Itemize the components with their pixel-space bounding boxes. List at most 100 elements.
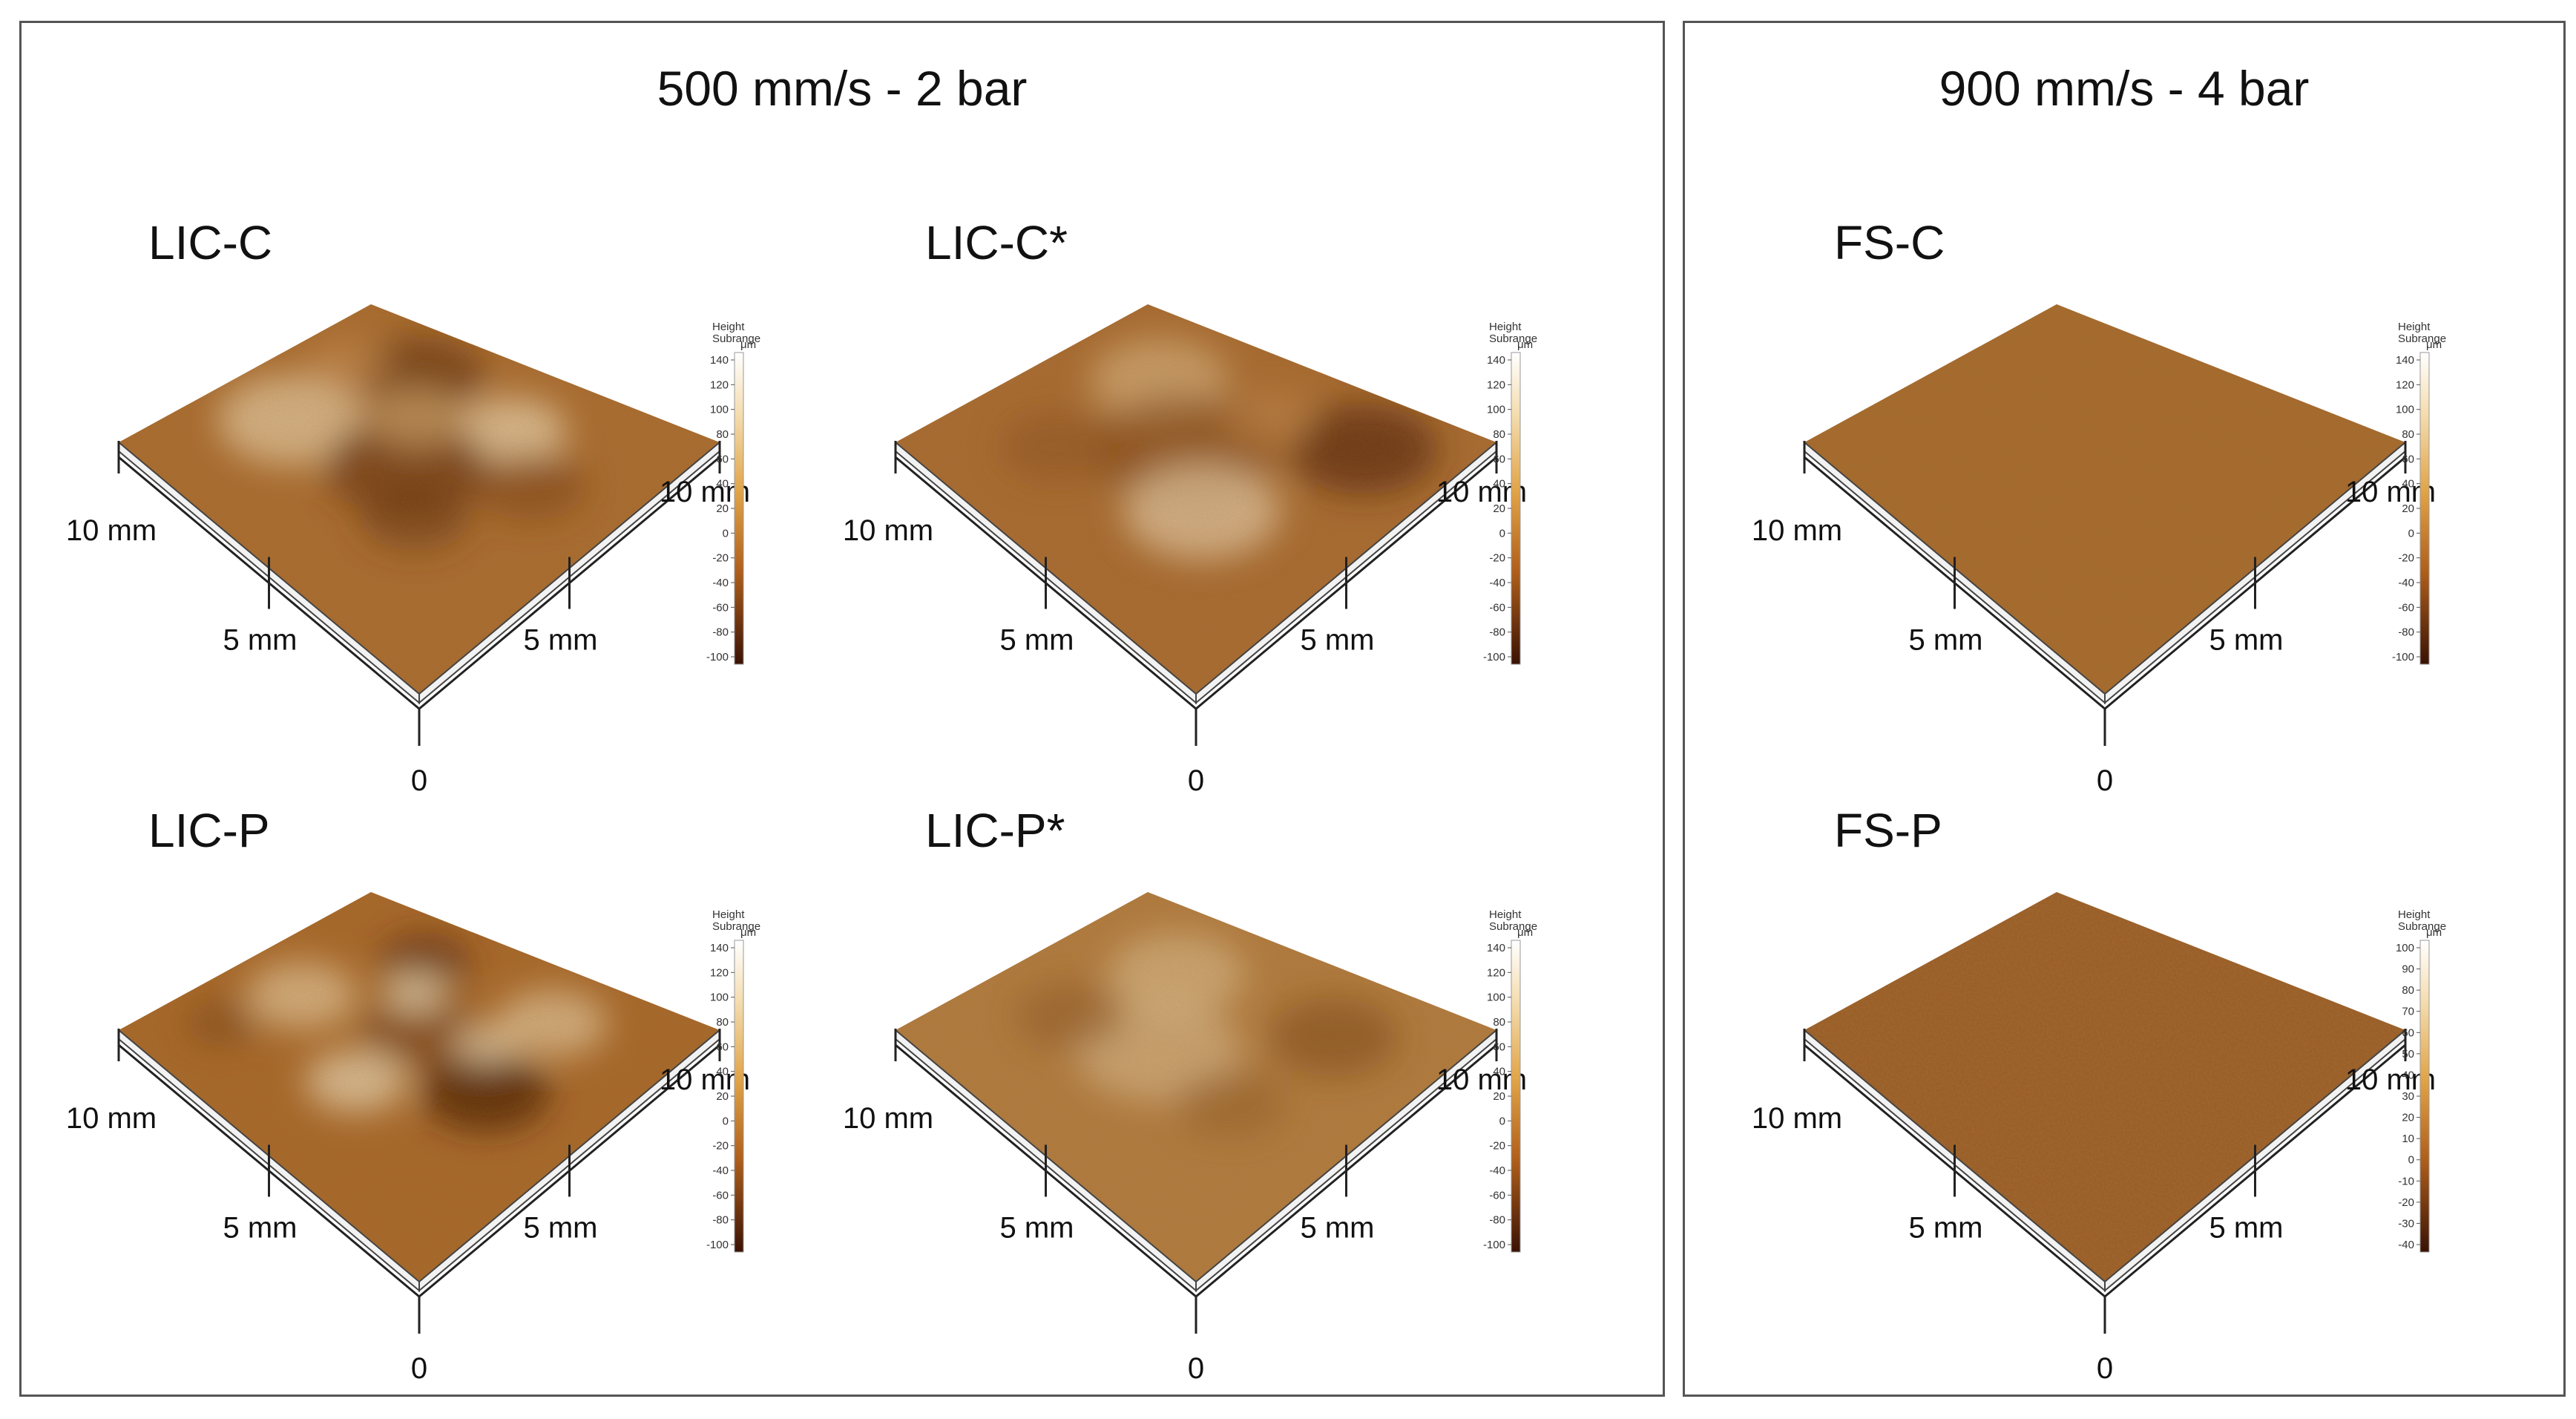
axis-label-y-mid: 5 mm <box>2209 624 2284 657</box>
axis-label-y-mid: 5 mm <box>1301 1212 1375 1245</box>
colorbar-tick-label: 10 <box>2402 1133 2414 1145</box>
surface-plot-lic-c-star: 10 mm 5 mm 5 mm 10 mm 0 Height Subrange μm 140 12… <box>843 215 1652 809</box>
axis-label-origin: 0 <box>1188 764 1204 797</box>
surface-texture <box>896 304 1496 694</box>
colorbar-title: Height <box>712 908 745 921</box>
axis-label-x-end: 10 mm <box>1752 1102 1842 1135</box>
colorbar-tick-label: -20 <box>1489 1140 1505 1153</box>
axis-label-x-end: 10 mm <box>843 514 933 547</box>
colorbar-tick-label: -80 <box>1489 626 1505 639</box>
colorbar-tick-label: 40 <box>1493 1066 1505 1078</box>
colorbar-subtitle: Subrange <box>1489 332 1537 345</box>
colorbar-tick-label: 50 <box>2402 1048 2414 1061</box>
colorbar-tick-label: 60 <box>2402 453 2414 465</box>
colorbar-tick-label: 120 <box>1487 966 1505 979</box>
colorbar-tick-label: -100 <box>706 651 729 663</box>
colorbar-tick-label: 120 <box>710 378 729 391</box>
colorbar-tick-label: 100 <box>1487 992 1505 1004</box>
colorbar <box>734 940 744 1253</box>
colorbar-tick-label: 60 <box>716 453 729 465</box>
colorbar-tick-label: 120 <box>1487 378 1505 391</box>
surface-texture <box>119 304 720 694</box>
colorbar-tick-label: 20 <box>2402 502 2414 515</box>
colorbar-subtitle: Subrange <box>2398 920 2446 933</box>
axis-label-origin: 0 <box>1188 1352 1204 1385</box>
surface-plot-fs-c: 10 mm 5 mm 5 mm 10 mm 0 Height Subrange μm 140 12… <box>1752 215 2561 809</box>
colorbar-tick-label: -100 <box>1483 651 1505 663</box>
colorbar-tick-label: 20 <box>716 1090 729 1103</box>
axis-label-y-mid: 5 mm <box>524 624 598 657</box>
colorbar-tick-label: 40 <box>716 478 729 491</box>
axis-label-x-mid: 5 mm <box>1909 624 1983 657</box>
colorbar <box>2419 352 2430 665</box>
colorbar <box>2419 940 2430 1253</box>
colorbar-tick-label: 20 <box>1493 1090 1505 1103</box>
colorbar-tick-label: -20 <box>712 552 729 565</box>
colorbar-tick-label: 0 <box>2408 1154 2414 1167</box>
colorbar-tick-label: 0 <box>723 527 729 540</box>
axis-label-x-mid: 5 mm <box>1909 1212 1983 1245</box>
colorbar-tick-label: 80 <box>1493 428 1505 441</box>
colorbar-tick-label: 70 <box>2402 1006 2414 1018</box>
sample-label: LIC-P <box>148 804 270 857</box>
colorbar-tick-label: -40 <box>712 1164 729 1177</box>
colorbar-unit: μm <box>2426 338 2442 351</box>
axis-label-x-end: 10 mm <box>843 1102 933 1135</box>
colorbar-tick-label: 140 <box>710 354 729 367</box>
axis-label-x-end: 10 mm <box>66 514 157 547</box>
colorbar <box>734 352 744 665</box>
axis-label-origin: 0 <box>411 1352 427 1385</box>
colorbar-tick-label: 140 <box>1487 942 1505 954</box>
colorbar-tick-label: 120 <box>2396 378 2414 391</box>
colorbar-tick-label: 80 <box>2402 984 2414 997</box>
colorbar-subtitle: Subrange <box>1489 920 1537 933</box>
axis-label-x-end: 10 mm <box>66 1102 157 1135</box>
sample-label: FS-P <box>1834 804 1942 857</box>
surface-plot-fs-p: 10 mm 5 mm 5 mm 10 mm 0 Height Subrange μm 100 90… <box>1752 803 2561 1397</box>
colorbar-tick-label: -60 <box>1489 601 1505 614</box>
colorbar-tick-label: 100 <box>1487 404 1505 416</box>
colorbar-tick-label: 100 <box>710 992 729 1004</box>
colorbar-tick-label: -40 <box>2398 1239 2414 1251</box>
colorbar-title: Height <box>1489 908 1522 921</box>
colorbar-tick-label: 40 <box>716 1066 729 1078</box>
colorbar-tick-label: -40 <box>2398 577 2414 589</box>
colorbar-tick-label: 120 <box>710 966 729 979</box>
colorbar-tick-label: -20 <box>2398 552 2414 565</box>
colorbar-tick-label: 140 <box>2396 354 2414 367</box>
axis-label-origin: 0 <box>2097 764 2113 797</box>
colorbar-title: Height <box>712 321 745 333</box>
colorbar-tick-label: 140 <box>710 942 729 954</box>
surface-texture <box>896 892 1496 1282</box>
colorbar-title: Height <box>2398 321 2431 333</box>
colorbar-tick-label: 80 <box>1493 1016 1505 1029</box>
surface-plot-lic-p: 10 mm 5 mm 5 mm 10 mm 0 Height Subrange μm 140 12… <box>66 803 875 1397</box>
colorbar-tick-label: 40 <box>2402 1069 2414 1081</box>
colorbar-tick-label: -60 <box>712 1189 729 1202</box>
colorbar-tick-label: 100 <box>2396 404 2414 416</box>
surface-texture <box>1804 892 2405 1282</box>
colorbar-tick-label: -100 <box>1483 1239 1505 1251</box>
sample-label: LIC-P* <box>925 804 1065 857</box>
colorbar-tick-label: -60 <box>712 601 729 614</box>
axis-label-origin: 0 <box>411 764 427 797</box>
colorbar-tick-label: 40 <box>2402 478 2414 491</box>
colorbar-tick-label: 0 <box>2408 527 2414 540</box>
colorbar-tick-label: 90 <box>2402 963 2414 976</box>
colorbar-tick-label: 80 <box>2402 428 2414 441</box>
colorbar-tick-label: 80 <box>716 428 729 441</box>
colorbar-tick-label: 20 <box>1493 502 1505 515</box>
colorbar-subtitle: Subrange <box>712 332 760 345</box>
colorbar-unit: μm <box>1517 338 1533 351</box>
colorbar-tick-label: -30 <box>2398 1217 2414 1230</box>
colorbar-tick-label: 80 <box>716 1016 729 1029</box>
colorbar-tick-label: 0 <box>723 1115 729 1127</box>
colorbar-tick-label: -100 <box>706 1239 729 1251</box>
colorbar-subtitle: Subrange <box>712 920 760 933</box>
colorbar <box>1511 940 1521 1253</box>
colorbar-tick-label: -10 <box>2398 1175 2414 1187</box>
group-title: 500 mm/s - 2 bar <box>657 61 1028 116</box>
